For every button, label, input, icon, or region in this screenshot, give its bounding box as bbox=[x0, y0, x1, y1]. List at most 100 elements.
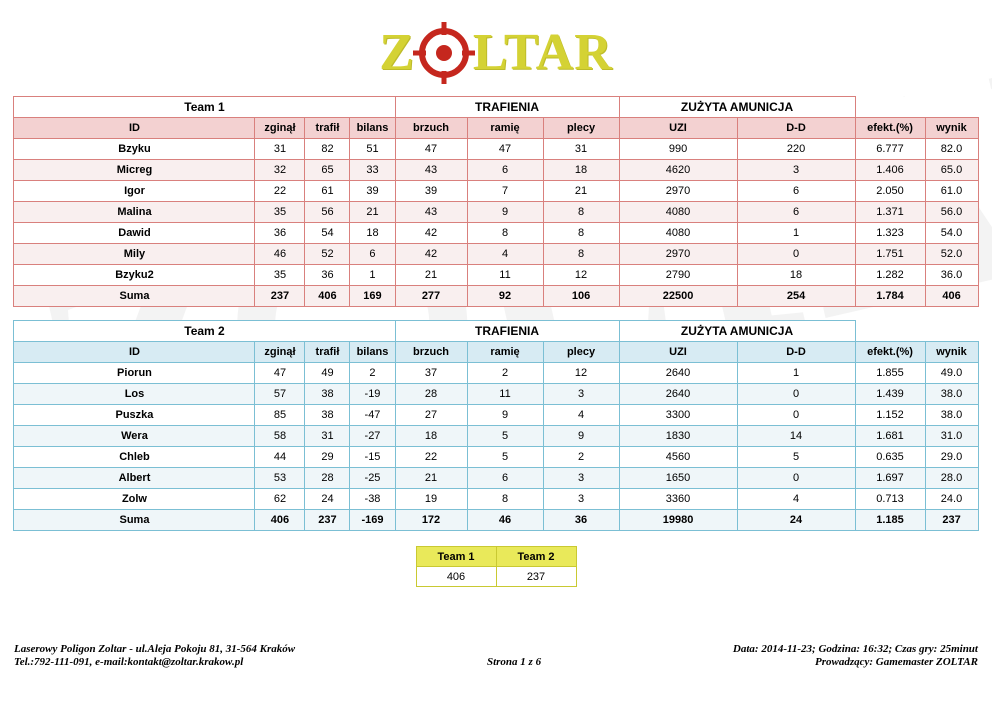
player-row: Albert 53 28 -25 21 6 3 1650 0 1.697 28.0 bbox=[13, 467, 979, 489]
col-efekt: efekt.(%) bbox=[854, 341, 926, 363]
stat-cell: 0 bbox=[736, 467, 856, 489]
stat-cell: 37 bbox=[394, 362, 468, 384]
stat-cell: 2.050 bbox=[854, 180, 926, 202]
stat-cell: 1.185 bbox=[854, 509, 926, 531]
stat-cell: 8 bbox=[542, 243, 620, 265]
col-wynik: wynik bbox=[924, 341, 979, 363]
stat-cell: 31 bbox=[304, 425, 351, 447]
stat-cell: 43 bbox=[394, 201, 468, 223]
stat-cell: -19 bbox=[349, 383, 396, 405]
stat-cell: 3300 bbox=[618, 404, 738, 426]
stat-cell: 1.751 bbox=[854, 243, 926, 265]
zoltar-logo: Z LTAR bbox=[0, 0, 992, 86]
stat-cell: 6 bbox=[736, 180, 856, 202]
footer-address-line1: Laserowy Poligon Zoltar - ul.Aleja Pokoj… bbox=[14, 642, 296, 655]
stat-cell: 5 bbox=[466, 446, 544, 468]
footer-game-info: Data: 2014-11-23; Godzina: 16:32; Czas g… bbox=[733, 643, 978, 671]
stat-cell: 3 bbox=[736, 159, 856, 181]
col-zginal: zginął bbox=[254, 341, 306, 363]
stat-cell: 12 bbox=[542, 362, 620, 384]
stat-cell: 35 bbox=[254, 264, 306, 286]
stat-cell: 52.0 bbox=[924, 243, 979, 265]
footer-info-line1: Data: 2014-11-23; Godzina: 16:32; Czas g… bbox=[732, 642, 978, 655]
stat-cell: 18 bbox=[394, 425, 468, 447]
player-name-cell: Dawid bbox=[13, 222, 256, 244]
stat-cell: 44 bbox=[254, 446, 306, 468]
stat-cell: 38.0 bbox=[924, 404, 979, 426]
stat-cell: 406 bbox=[304, 285, 351, 307]
stat-cell: 82 bbox=[304, 138, 351, 160]
stat-cell: 19 bbox=[394, 488, 468, 510]
stat-cell: 33 bbox=[349, 159, 396, 181]
col-ramie: ramię bbox=[466, 341, 544, 363]
player-name-cell: Zolw bbox=[13, 488, 256, 510]
stat-cell: 18 bbox=[542, 159, 620, 181]
stat-cell: 22500 bbox=[618, 285, 738, 307]
stat-cell: 31 bbox=[254, 138, 306, 160]
stat-cell: 6 bbox=[349, 243, 396, 265]
stat-cell: 6 bbox=[736, 201, 856, 223]
stat-cell: 46 bbox=[254, 243, 306, 265]
stat-cell: 220 bbox=[736, 138, 856, 160]
stat-cell: 254 bbox=[736, 285, 856, 307]
stat-cell: 32 bbox=[254, 159, 306, 181]
stat-cell: 1.681 bbox=[854, 425, 926, 447]
stat-cell: 106 bbox=[542, 285, 620, 307]
stat-cell: 1830 bbox=[618, 425, 738, 447]
logo-text-left: Z bbox=[379, 24, 415, 81]
stat-cell: 54.0 bbox=[924, 222, 979, 244]
stat-cell: 38 bbox=[304, 383, 351, 405]
stat-cell: 42 bbox=[394, 222, 468, 244]
stat-cell: 42 bbox=[394, 243, 468, 265]
player-name-cell: Wera bbox=[13, 425, 256, 447]
stat-cell: -25 bbox=[349, 467, 396, 489]
team2-score-table: Team 2 TRAFIENIA ZUŻYTA AMUNICJA ID zgin… bbox=[13, 320, 979, 531]
col-trafil: trafił bbox=[304, 117, 351, 139]
stat-cell: 12 bbox=[542, 264, 620, 286]
logo-text-right: LTAR bbox=[472, 24, 613, 81]
amunicja-header: ZUŻYTA AMUNICJA bbox=[618, 320, 856, 342]
stat-cell: 28.0 bbox=[924, 467, 979, 489]
stat-cell: 29 bbox=[304, 446, 351, 468]
stat-cell: 8 bbox=[542, 201, 620, 223]
stat-cell: 9 bbox=[466, 201, 544, 223]
player-name-cell: Piorun bbox=[13, 362, 256, 384]
player-name-cell: Los bbox=[13, 383, 256, 405]
stat-cell: 21 bbox=[394, 264, 468, 286]
stat-cell: 19980 bbox=[618, 509, 738, 531]
stat-cell: -27 bbox=[349, 425, 396, 447]
stat-cell: 36 bbox=[542, 509, 620, 531]
player-name-cell: Micreg bbox=[13, 159, 256, 181]
stat-cell: 5 bbox=[736, 446, 856, 468]
total-row: Suma 406 237 -169 172 46 36 19980 24 1.185 237 bbox=[13, 509, 979, 531]
stat-cell: 2640 bbox=[618, 362, 738, 384]
stat-cell: 8 bbox=[466, 222, 544, 244]
blank-header bbox=[855, 320, 979, 342]
team-label: Team 1 bbox=[13, 96, 396, 118]
stat-cell: 39 bbox=[349, 180, 396, 202]
stat-cell: 65.0 bbox=[924, 159, 979, 181]
total-label-cell: Suma bbox=[13, 285, 256, 307]
summary-team1-score: 406 bbox=[415, 566, 497, 587]
stat-cell: 85 bbox=[254, 404, 306, 426]
stat-cell: 21 bbox=[394, 467, 468, 489]
stat-cell: 6 bbox=[466, 467, 544, 489]
player-row: Igor 22 61 39 39 7 21 2970 6 2.050 61.0 bbox=[13, 180, 979, 202]
stat-cell: 5 bbox=[466, 425, 544, 447]
column-header-row: ID zginął trafił bilans brzuch ramię ple… bbox=[13, 341, 979, 363]
stat-cell: 38.0 bbox=[924, 383, 979, 405]
stat-cell: 2970 bbox=[618, 180, 738, 202]
stat-cell: 49 bbox=[304, 362, 351, 384]
col-id: ID bbox=[13, 341, 256, 363]
stat-cell: 4620 bbox=[618, 159, 738, 181]
team-label: Team 2 bbox=[13, 320, 396, 342]
stat-cell: 24 bbox=[304, 488, 351, 510]
stat-cell: 3360 bbox=[618, 488, 738, 510]
stat-cell: 9 bbox=[542, 425, 620, 447]
stat-cell: 65 bbox=[304, 159, 351, 181]
stat-cell: 6 bbox=[466, 159, 544, 181]
stat-cell: 35 bbox=[254, 201, 306, 223]
team1-score-table: Team 1 TRAFIENIA ZUŻYTA AMUNICJA ID zgin… bbox=[13, 96, 979, 307]
player-row: Bzyku2 35 36 1 21 11 12 2790 18 1.282 36.0 bbox=[13, 264, 979, 286]
